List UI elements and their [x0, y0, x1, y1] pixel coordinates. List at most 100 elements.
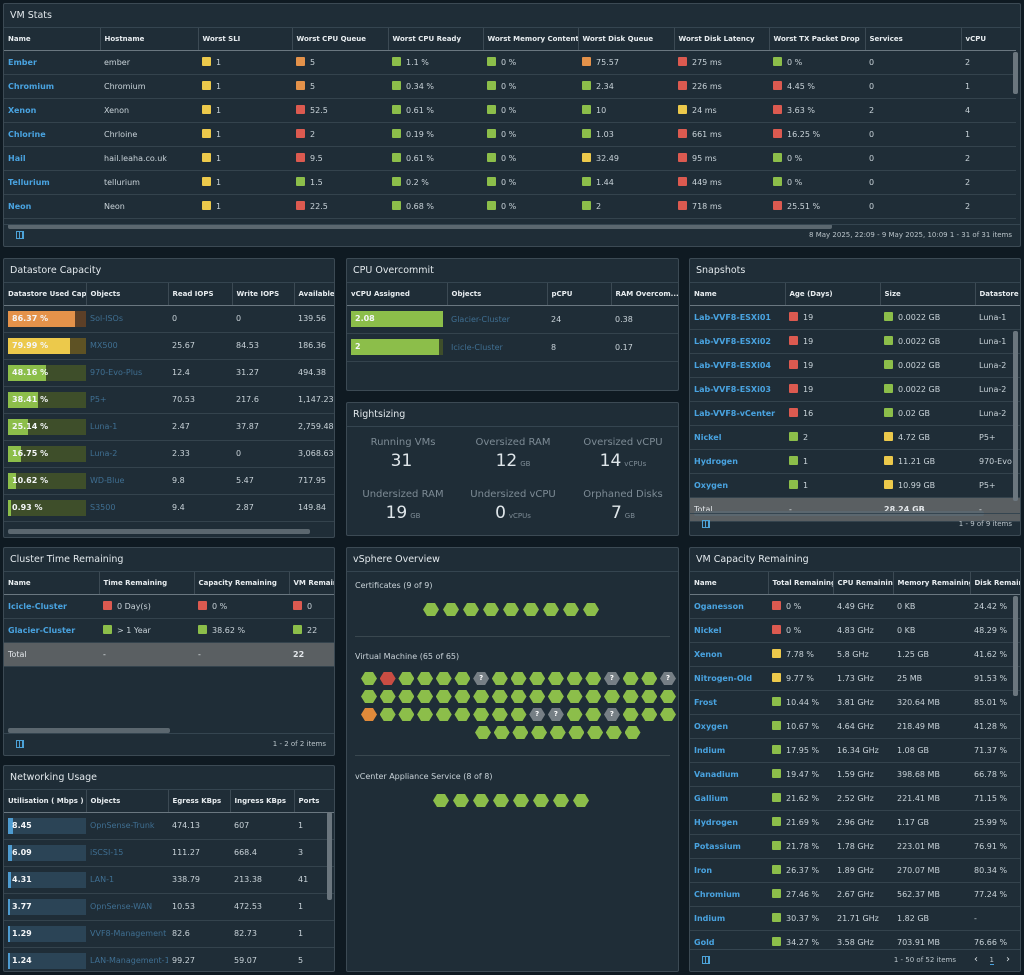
table-row[interactable]: 38.41 % P5+ 70.53 217.6 1,147.23	[4, 386, 334, 414]
certificate-status-hex[interactable]	[563, 603, 579, 616]
virtual-machine-status-hex[interactable]	[622, 690, 639, 703]
table-row[interactable]: Frost 10.44 % 3.81 GHz 320.64 MB 85.01 %	[690, 690, 1020, 715]
table-row[interactable]: Lab-VVF8-ESXi02 19 0.0022 GB Luna-1	[690, 329, 1020, 354]
vm-stats-hscrollbar[interactable]	[8, 224, 832, 229]
networking-col-header[interactable]: Egress KBps	[167, 790, 230, 813]
table-row[interactable]: Glacier-Cluster > 1 Year 38.62 % 22	[4, 618, 334, 643]
virtual-machine-status-hex[interactable]	[473, 708, 490, 721]
table-row[interactable]: Xenon Xenon 1 52.5 0.61 % 0 % 10 24 ms 3.63 % 2 4	[4, 98, 1016, 123]
table-row[interactable]: Nickel 2 4.72 GB P5+	[690, 425, 1020, 450]
datastore-object-link[interactable]: Luna-2	[86, 440, 168, 468]
table-row[interactable]: 1.24 LAN-Management-1 99.27 59.07 5	[4, 947, 334, 971]
vm-stats-col-header[interactable]: Worst SLI	[197, 28, 292, 51]
table-row[interactable]: 79.99 % MX500 25.67 84.53 186.36	[4, 332, 334, 360]
datastore-object-link[interactable]: 970-Evo-Plus	[86, 359, 168, 387]
vcenter-service-status-hex[interactable]	[453, 794, 469, 807]
vcenter-service-status-hex[interactable]	[513, 794, 529, 807]
vm-stats-col-header[interactable]: Worst TX Packet Drop	[768, 28, 865, 51]
networking-col-header[interactable]: Ports	[293, 790, 334, 813]
virtual-machine-status-hex[interactable]: ?	[547, 708, 564, 721]
snapshots-col-header[interactable]: Datastore	[974, 283, 1020, 306]
virtual-machine-status-hex[interactable]	[568, 726, 585, 739]
snapshots-col-header[interactable]: Size	[879, 283, 975, 306]
table-row[interactable]: 48.16 % 970-Evo-Plus 12.4 31.27 494.38	[4, 359, 334, 387]
vm-stats-col-header[interactable]: Worst CPU Queue	[291, 28, 388, 51]
virtual-machine-status-hex[interactable]	[361, 708, 377, 721]
virtual-machine-status-hex[interactable]	[585, 708, 602, 721]
vm-name-link[interactable]: Frost	[690, 690, 768, 715]
virtual-machine-status-hex[interactable]	[660, 690, 676, 703]
snapshots-col-header[interactable]: Name	[690, 283, 785, 306]
table-row[interactable]: Oganesson 0 % 4.49 GHz 0 KB 24.42 %	[690, 594, 1020, 619]
virtual-machine-status-hex[interactable]	[454, 690, 471, 703]
virtual-machine-status-hex[interactable]	[435, 672, 452, 685]
snapshot-vm-link[interactable]: Lab-VVF8-ESXi01	[690, 305, 785, 330]
vcenter-service-status-hex[interactable]	[553, 794, 569, 807]
vm-name-link[interactable]: Chromium	[4, 74, 100, 99]
rightsizing-kpi[interactable]: Orphaned Disks 7 GB	[567, 489, 678, 523]
table-row[interactable]: Xenon 7.78 % 5.8 GHz 1.25 GB 41.62 %	[690, 642, 1020, 667]
virtual-machine-status-hex[interactable]	[547, 672, 564, 685]
table-row[interactable]: 86.37 % Sol-ISOs 0 0 139.56	[4, 305, 334, 333]
table-row[interactable]: 1.29 VVF8-Management 82.6 82.73 1	[4, 920, 334, 948]
virtual-machine-status-hex[interactable]: ?	[473, 672, 490, 685]
virtual-machine-status-hex[interactable]	[587, 726, 604, 739]
virtual-machine-status-hex[interactable]	[379, 690, 396, 703]
cluster-object-link[interactable]: Icicle-Cluster	[447, 333, 547, 362]
rightsizing-kpi[interactable]: Undersized vCPU 0 vCPUs	[457, 489, 569, 523]
virtual-machine-status-hex[interactable]	[398, 672, 415, 685]
network-object-link[interactable]: VVF8-Management	[86, 920, 168, 948]
snapshot-vm-link[interactable]: Lab-VVF8-ESXi03	[690, 377, 785, 402]
datastore-object-link[interactable]: P5+	[86, 386, 168, 414]
certificate-status-hex[interactable]	[503, 603, 519, 616]
rightsizing-kpi[interactable]: Oversized RAM 12 GB	[457, 437, 569, 471]
virtual-machine-status-hex[interactable]	[510, 708, 527, 721]
network-object-link[interactable]: iSCSI-15	[86, 839, 168, 867]
virtual-machine-status-hex[interactable]	[510, 672, 527, 685]
virtual-machine-status-hex[interactable]	[454, 708, 471, 721]
table-row[interactable]: Oxygen 1 10.99 GB P5+	[690, 473, 1020, 498]
virtual-machine-status-hex[interactable]	[641, 708, 658, 721]
table-row[interactable]: 6.09 iSCSI-15 111.27 668.4 3	[4, 839, 334, 867]
virtual-machine-status-hex[interactable]	[566, 672, 583, 685]
page-number[interactable]: 1	[989, 956, 994, 965]
virtual-machine-status-hex[interactable]	[529, 690, 546, 703]
virtual-machine-status-hex[interactable]	[491, 672, 508, 685]
vcenter-service-status-hex[interactable]	[433, 794, 449, 807]
virtual-machine-status-hex[interactable]	[417, 708, 434, 721]
datastore-col-header[interactable]: Datastore Used Capa...	[4, 283, 86, 306]
virtual-machine-status-hex[interactable]	[622, 708, 639, 721]
vm-name-link[interactable]: Neon	[4, 194, 100, 219]
virtual-machine-status-hex[interactable]: ?	[603, 708, 620, 721]
table-row[interactable]: Chromium 27.46 % 2.67 GHz 562.37 MB 77.24 %	[690, 882, 1020, 907]
cpu-overcommit-col-header[interactable]: pCPU	[546, 283, 611, 306]
table-row[interactable]: 2.08 Glacier-Cluster 24 0.38	[347, 305, 678, 334]
network-object-link[interactable]: LAN-1	[86, 866, 168, 894]
rightsizing-kpi[interactable]: Running VMs 31	[347, 437, 459, 471]
cpu-overcommit-col-header[interactable]: RAM Overcom...	[610, 283, 678, 306]
virtual-machine-status-hex[interactable]	[622, 672, 639, 685]
snapshot-vm-link[interactable]: Lab-VVF8-vCenter	[690, 401, 785, 426]
vcenter-service-status-hex[interactable]	[573, 794, 589, 807]
networking-col-header[interactable]: Utilisation ( Mbps )	[4, 790, 86, 813]
networking-vscrollbar[interactable]	[327, 812, 332, 900]
table-row[interactable]: Neon Neon 1 22.5 0.68 % 0 % 2 718 ms 25.51 % 0 2	[4, 194, 1016, 219]
table-row[interactable]: Hail hail.leaha.co.uk 1 9.5 0.61 % 0 % 32.49 95…	[4, 146, 1016, 171]
vm-name-link[interactable]: Xenon	[690, 642, 768, 667]
table-row[interactable]: Hydrogen 21.69 % 2.96 GHz 1.17 GB 25.99 %	[690, 810, 1020, 835]
virtual-machine-status-hex[interactable]	[379, 672, 396, 685]
vm-name-link[interactable]: Indium	[690, 906, 768, 931]
vm-stats-col-header[interactable]: Name	[4, 28, 100, 51]
cluster-time-col-header[interactable]: Time Remaining	[98, 572, 194, 595]
virtual-machine-status-hex[interactable]	[566, 690, 583, 703]
datastore-object-link[interactable]: WD-Blue	[86, 467, 168, 495]
virtual-machine-status-hex[interactable]	[585, 672, 602, 685]
vm-name-link[interactable]: Nitrogen-Old	[690, 666, 768, 691]
virtual-machine-status-hex[interactable]	[361, 672, 377, 685]
vm-name-link[interactable]: Hydrogen	[690, 810, 768, 835]
vm-name-link[interactable]: Chlorine	[4, 122, 100, 147]
snapshot-vm-link[interactable]: Lab-VVF8-ESXi04	[690, 353, 785, 378]
virtual-machine-status-hex[interactable]	[361, 690, 377, 703]
virtual-machine-status-hex[interactable]	[417, 690, 434, 703]
virtual-machine-status-hex[interactable]	[549, 726, 566, 739]
